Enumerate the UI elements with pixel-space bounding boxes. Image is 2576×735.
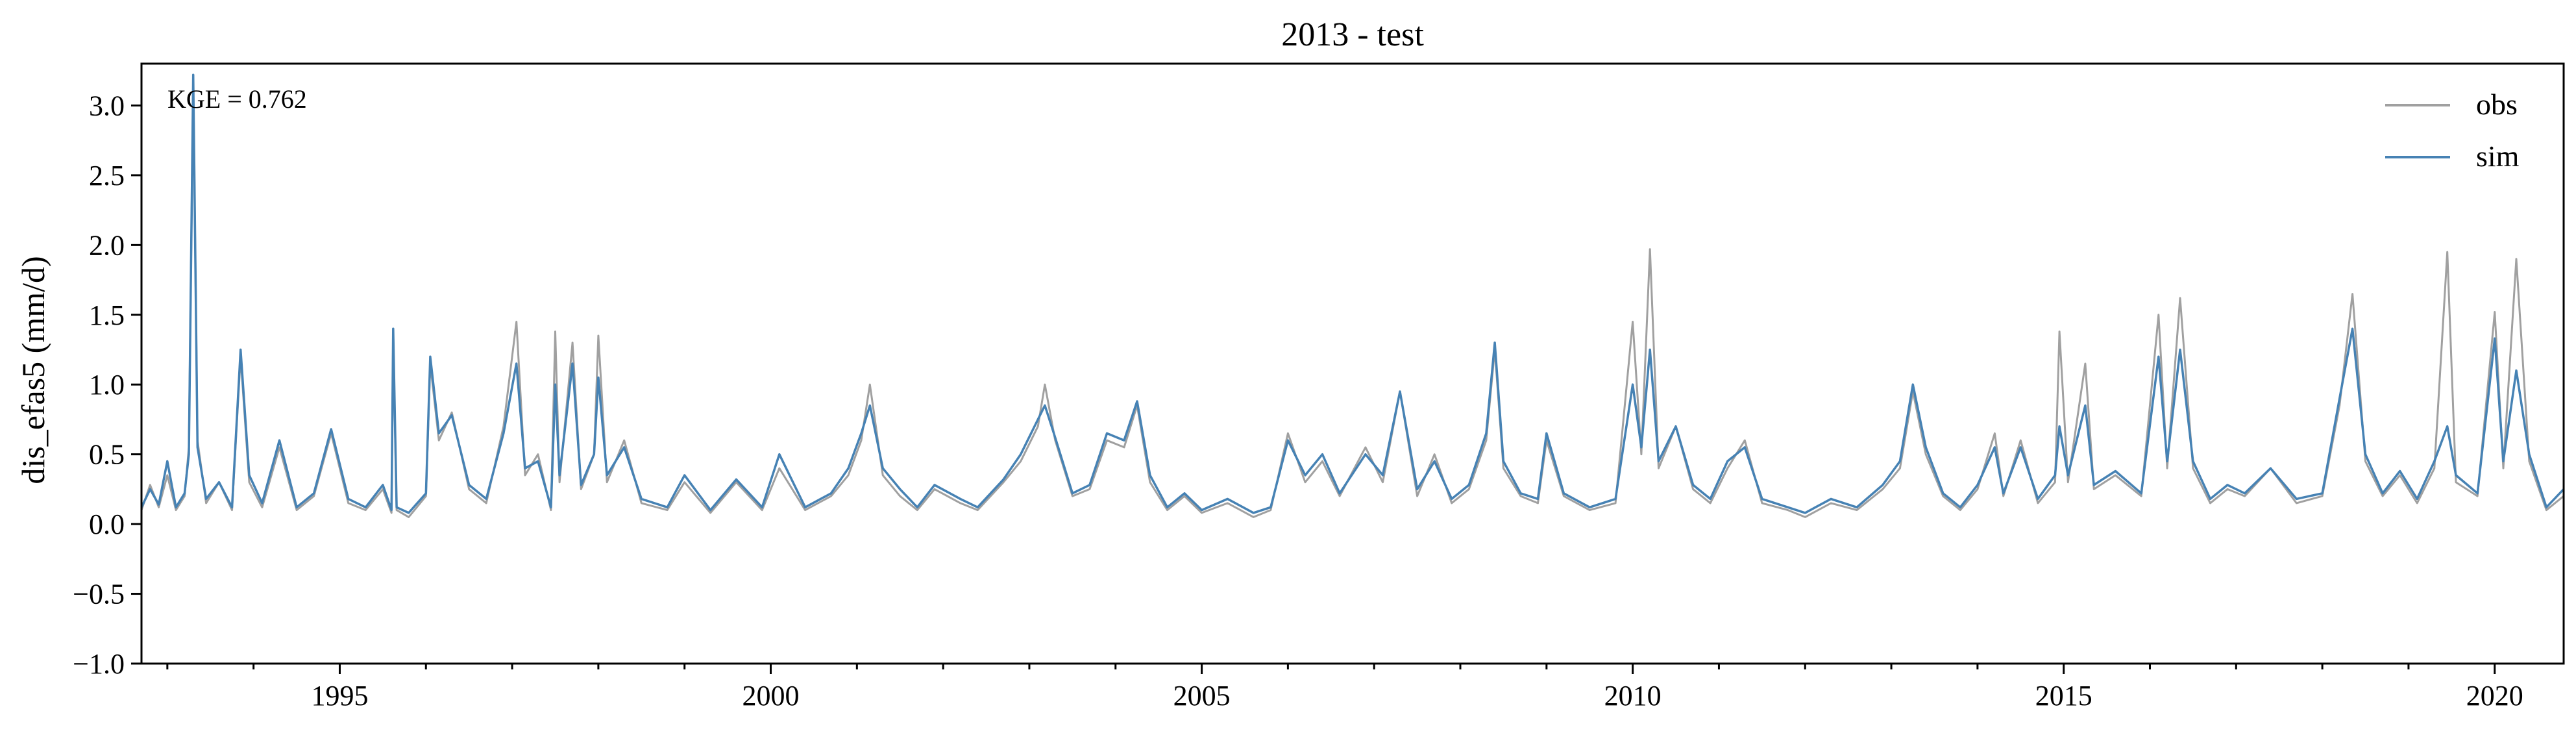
legend-obs-label: obs (2476, 88, 2518, 121)
x-tick-label: 1995 (311, 680, 368, 712)
legend: obs sim (2385, 88, 2520, 173)
y-tick-label: 2.0 (89, 229, 125, 261)
plot-frame (140, 62, 2565, 665)
x-tick-label: 2015 (2035, 680, 2092, 712)
y-tick-label: −0.5 (73, 579, 125, 610)
y-axis: −1.0 −0.5 0.0 0.5 1.0 1.5 2.0 2.5 3.0 (73, 90, 141, 680)
series-line-sim (140, 73, 2565, 514)
y-tick-label: 3.0 (89, 90, 125, 121)
x-tick-label: 2010 (1604, 680, 1662, 712)
y-tick-label: 0.0 (89, 508, 125, 540)
x-tick-label: 2020 (2466, 680, 2523, 712)
x-tick-label: 2000 (742, 680, 800, 712)
kge-annotation: KGE = 0.762 (167, 84, 307, 114)
chart-title: 2013 - test (1281, 16, 1424, 53)
legend-sim-label: sim (2476, 140, 2520, 173)
y-tick-label: 1.5 (89, 299, 125, 331)
y-tick-label: 1.0 (89, 369, 125, 401)
x-tick-label: 2005 (1173, 680, 1231, 712)
x-axis: 1995 2000 2005 2010 2015 2020 (166, 664, 2523, 712)
y-tick-label: −1.0 (73, 648, 125, 680)
y-tick-label: 2.5 (89, 160, 125, 192)
y-axis-label: dis_efas5 (mm/d) (15, 256, 51, 484)
y-tick-label: 0.5 (89, 439, 125, 471)
series-line-obs (140, 79, 2564, 518)
series-layer (140, 73, 2565, 518)
